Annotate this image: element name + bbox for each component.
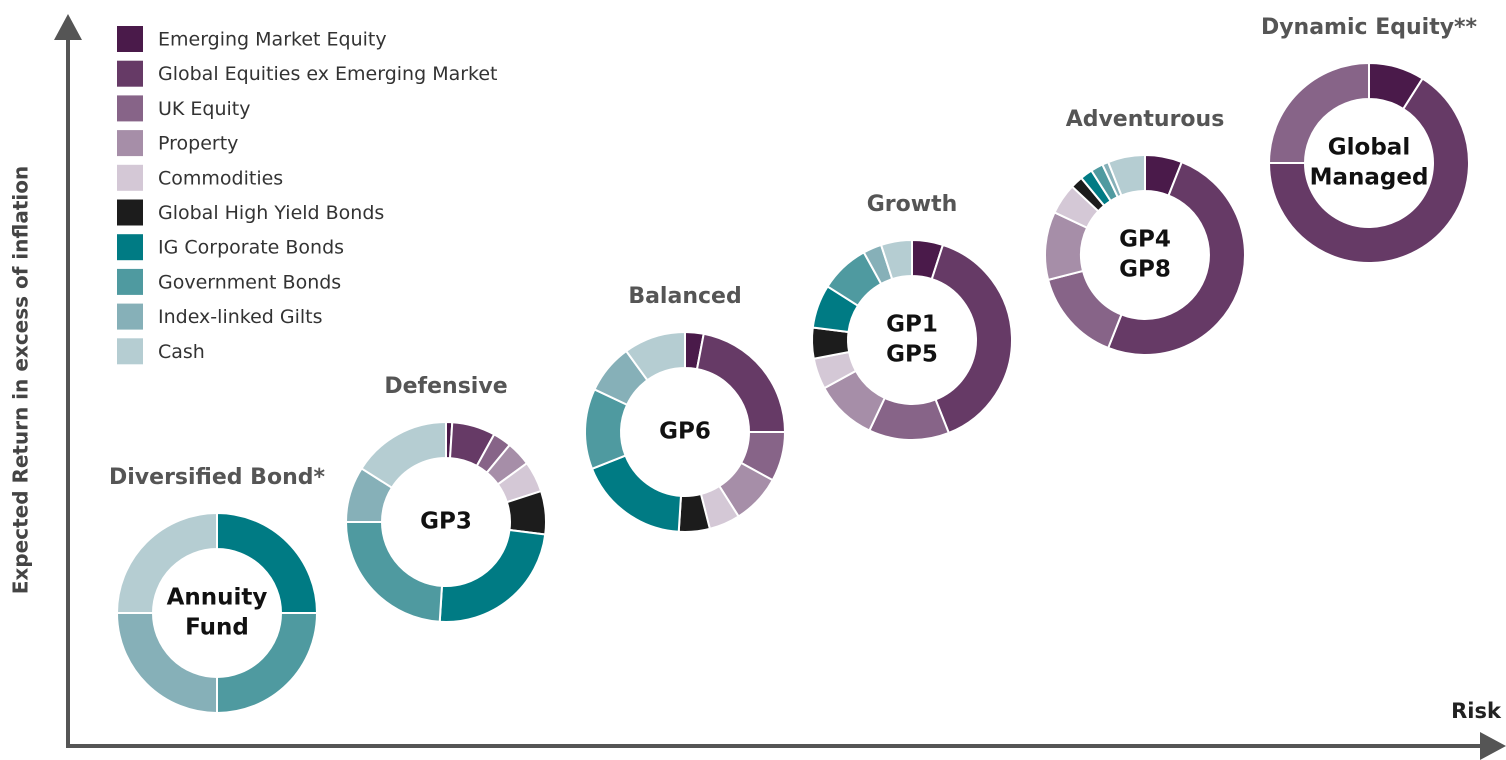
legend-swatch (117, 26, 143, 52)
legend-label: Property (158, 133, 238, 155)
legend-swatch (117, 338, 143, 365)
donut-segment (438, 528, 547, 623)
donut-segment (624, 330, 686, 382)
legend-label: Global High Yield Bonds (158, 202, 384, 224)
legend-swatch (117, 164, 143, 191)
donut-title: Growth (867, 192, 958, 217)
legend-label: Government Bonds (158, 271, 341, 293)
legend-swatch (117, 268, 143, 295)
donut-center-label: Global (1328, 135, 1410, 161)
donut-segment (879, 238, 913, 281)
donut-segment (1106, 153, 1146, 197)
donut-center-label: GP6 (659, 419, 711, 445)
donut-segment (1267, 61, 1370, 164)
legend-label: Cash (158, 341, 205, 363)
donut-segment (344, 521, 444, 623)
donut-center-label: GP4 (1119, 227, 1171, 253)
donut-center-label: Managed (1310, 165, 1429, 191)
x-axis-arrow (1480, 732, 1506, 760)
donut-segment (695, 332, 787, 433)
donut-segment (1106, 160, 1246, 356)
donut-segment (1046, 269, 1123, 350)
donut-segment (360, 420, 447, 490)
legend-swatch (117, 95, 143, 122)
legend-swatch (117, 303, 143, 330)
legend-label: Emerging Market Equity (158, 29, 387, 51)
legend-label: Index-linked Gilts (158, 306, 323, 328)
legend-label: Commodities (158, 167, 283, 189)
donut-title: Diversified Bond* (109, 465, 325, 490)
legend-swatch (117, 130, 143, 157)
donut-segment (930, 243, 1013, 435)
donut-center-label: GP3 (420, 509, 472, 535)
donut-title: Defensive (384, 374, 507, 399)
legend-swatch (117, 60, 143, 87)
donut-title: Adventurous (1066, 107, 1225, 132)
donut-segment (590, 454, 683, 533)
legend-label: Global Equities ex Emerging Market (158, 63, 498, 85)
donut-center-label: GP1 (886, 312, 938, 338)
y-axis-arrow (54, 14, 82, 40)
donut-title: Dynamic Equity** (1261, 15, 1478, 40)
legend-label: UK Equity (158, 98, 251, 120)
donut-center-label: GP5 (886, 342, 938, 368)
donut-center-label: Fund (185, 615, 249, 641)
donut-title: Balanced (628, 284, 741, 309)
donut-center-label: Annuity (167, 585, 268, 611)
donut-segment (1267, 77, 1470, 264)
legend-swatch (117, 199, 143, 226)
donut-segment (115, 511, 218, 614)
legend-swatch (117, 234, 143, 261)
y-axis-label: Expected Return in excess of inflation (9, 166, 33, 594)
donut-center-label: GP8 (1119, 257, 1171, 283)
legend-label: IG Corporate Bonds (158, 237, 344, 259)
x-axis-label: Risk (1451, 699, 1502, 723)
